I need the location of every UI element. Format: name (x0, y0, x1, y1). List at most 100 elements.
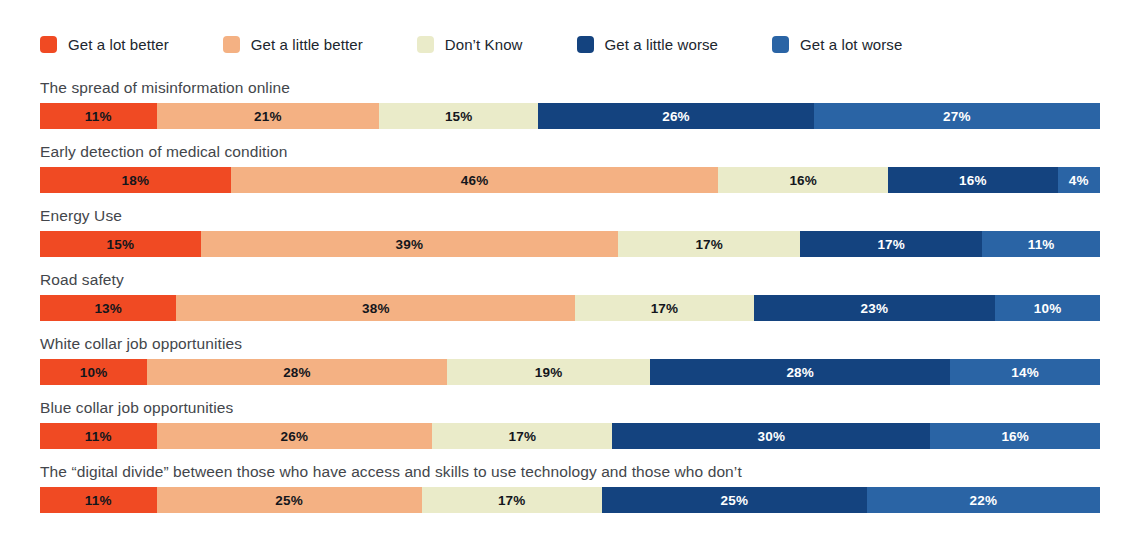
bar-segment-value: 46% (461, 173, 489, 188)
bar-segment-value: 16% (1001, 429, 1029, 444)
legend-label: Get a little better (251, 36, 363, 53)
bar-segment: 28% (147, 359, 447, 385)
legend-swatch-icon (223, 36, 240, 53)
legend-swatch-icon (577, 36, 594, 53)
bar-segment: 13% (40, 295, 176, 321)
bar-segment-value: 11% (85, 109, 112, 124)
stacked-bar: 11% 26% 17% 30% 16% (40, 423, 1100, 449)
bar-segment-value: 11% (85, 493, 112, 508)
stacked-bar: 18% 46% 16% 16% 4% (40, 167, 1100, 193)
bar-row-title: Road safety (40, 270, 1100, 290)
bar-segment-value: 18% (122, 173, 150, 188)
bar-segment-value: 16% (959, 173, 987, 188)
bar-segment: 46% (231, 167, 719, 193)
bar-segment: 16% (888, 167, 1058, 193)
bar-segment: 10% (40, 359, 147, 385)
bar-segment-value: 15% (445, 109, 473, 124)
bar-row: Early detection of medical condition 18% 4… (40, 142, 1100, 193)
bar-row: White collar job opportunities 10% 28% 19% 2… (40, 334, 1100, 385)
bar-segment: 11% (982, 231, 1100, 257)
bar-segment: 14% (950, 359, 1100, 385)
bar-row: The spread of misinformation online 11% 21… (40, 78, 1100, 129)
bar-segment-value: 16% (789, 173, 817, 188)
bar-segment-value: 17% (651, 301, 679, 316)
bar-segment-value: 26% (281, 429, 309, 444)
bar-segment: 17% (575, 295, 753, 321)
legend-swatch-icon (772, 36, 789, 53)
legend-item: Get a lot better (40, 36, 169, 53)
bar-row-title: The “digital divide” between those who h… (40, 462, 1100, 482)
bar-segment: 30% (612, 423, 930, 449)
bar-segment-value: 25% (720, 493, 748, 508)
bar-segment: 25% (157, 487, 422, 513)
bar-segment: 38% (176, 295, 575, 321)
bar-segment: 25% (602, 487, 867, 513)
bar-segment: 22% (867, 487, 1100, 513)
bar-segment-value: 11% (1028, 237, 1055, 252)
legend-item: Don’t Know (417, 36, 523, 53)
bar-segment-value: 28% (283, 365, 311, 380)
bar-segment: 17% (618, 231, 800, 257)
bar-segment-value: 22% (970, 493, 998, 508)
bar-segment: 16% (930, 423, 1100, 449)
bar-segment: 39% (201, 231, 619, 257)
legend-swatch-icon (417, 36, 434, 53)
bar-segment-value: 11% (85, 429, 112, 444)
chart-legend: Get a lot better Get a little better Don’t… (40, 34, 1100, 54)
bar-segment-value: 38% (362, 301, 390, 316)
legend-item: Get a lot worse (772, 36, 902, 53)
legend-item: Get a little worse (577, 36, 719, 53)
bar-segment: 17% (432, 423, 612, 449)
bar-row-title: White collar job opportunities (40, 334, 1100, 354)
bar-segment-value: 30% (758, 429, 786, 444)
bar-segment-value: 39% (396, 237, 424, 252)
bar-rows: The spread of misinformation online 11% 21… (40, 78, 1100, 513)
bar-segment: 15% (40, 231, 201, 257)
bar-segment: 11% (40, 487, 157, 513)
bar-segment: 11% (40, 103, 157, 129)
bar-segment: 26% (157, 423, 433, 449)
bar-segment: 26% (538, 103, 814, 129)
legend-label: Get a lot worse (800, 36, 902, 53)
bar-segment: 23% (754, 295, 995, 321)
bar-row-title: Blue collar job opportunities (40, 398, 1100, 418)
legend-label: Get a lot better (68, 36, 169, 53)
bar-segment-value: 21% (254, 109, 282, 124)
bar-row-title: Early detection of medical condition (40, 142, 1100, 162)
bar-segment-value: 13% (94, 301, 122, 316)
survey-stacked-bar-chart: Get a lot better Get a little better Don’t… (0, 0, 1140, 550)
bar-segment-value: 19% (535, 365, 563, 380)
bar-segment: 18% (40, 167, 231, 193)
bar-segment-value: 28% (786, 365, 814, 380)
stacked-bar: 13% 38% 17% 23% 10% (40, 295, 1100, 321)
stacked-bar: 10% 28% 19% 28% 14% (40, 359, 1100, 385)
bar-segment-value: 10% (80, 365, 108, 380)
bar-segment-value: 27% (943, 109, 971, 124)
bar-segment: 27% (814, 103, 1100, 129)
bar-segment-value: 17% (877, 237, 905, 252)
bar-segment-value: 17% (498, 493, 526, 508)
bar-segment: 11% (40, 423, 157, 449)
bar-segment-value: 15% (106, 237, 134, 252)
bar-segment: 10% (995, 295, 1100, 321)
stacked-bar: 15% 39% 17% 17% 11% (40, 231, 1100, 257)
bar-segment: 16% (718, 167, 888, 193)
bar-segment: 19% (447, 359, 650, 385)
legend-label: Get a little worse (605, 36, 719, 53)
bar-segment: 17% (422, 487, 602, 513)
bar-row: Road safety 13% 38% 17% 23% 10% (40, 270, 1100, 321)
bar-segment: 21% (157, 103, 380, 129)
bar-segment: 28% (650, 359, 950, 385)
bar-row: Energy Use15%39%17%17%11% (40, 206, 1100, 257)
stacked-bar: 11% 21% 15% 26% 27% (40, 103, 1100, 129)
bar-segment-value: 23% (861, 301, 889, 316)
bar-segment-value: 17% (695, 237, 723, 252)
bar-segment-value: 14% (1011, 365, 1039, 380)
bar-row: Blue collar job opportunities 11% 26% 17% 30… (40, 398, 1100, 449)
bar-segment: 17% (800, 231, 982, 257)
bar-row-title: The spread of misinformation online (40, 78, 1100, 98)
legend-swatch-icon (40, 36, 57, 53)
legend-label: Don’t Know (445, 36, 523, 53)
bar-segment-value: 10% (1034, 301, 1062, 316)
bar-segment: 4% (1058, 167, 1100, 193)
